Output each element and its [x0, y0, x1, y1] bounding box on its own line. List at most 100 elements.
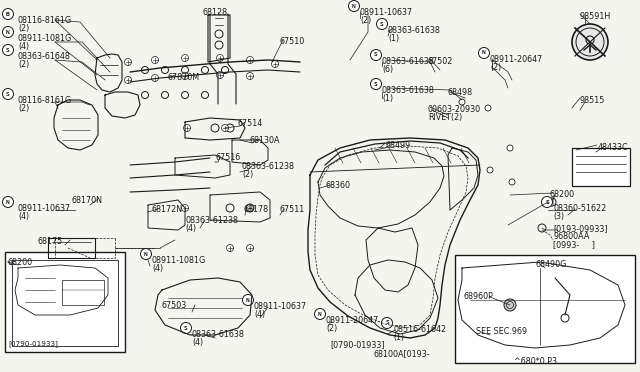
Circle shape — [184, 125, 191, 131]
Text: (2): (2) — [326, 324, 337, 333]
Text: 08911-10637: 08911-10637 — [254, 302, 307, 311]
Text: S: S — [380, 22, 384, 26]
Circle shape — [152, 57, 159, 64]
Text: N: N — [144, 251, 148, 257]
Text: N: N — [352, 3, 356, 9]
Circle shape — [509, 179, 515, 185]
Text: N: N — [482, 51, 486, 55]
Text: (2): (2) — [242, 170, 253, 179]
Bar — [5, 252, 125, 352]
Text: (4): (4) — [152, 264, 163, 273]
Text: 08116-8161G: 08116-8161G — [18, 16, 72, 25]
Bar — [455, 255, 635, 363]
Circle shape — [541, 196, 552, 208]
Circle shape — [314, 308, 326, 320]
Text: [0193-09933]: [0193-09933] — [553, 224, 607, 233]
Text: 08363-61638: 08363-61638 — [382, 57, 435, 66]
Text: (4): (4) — [18, 42, 29, 51]
Text: 08363-61638: 08363-61638 — [192, 330, 245, 339]
Text: S: S — [184, 326, 188, 330]
Circle shape — [182, 205, 189, 212]
Text: S: S — [545, 199, 549, 205]
Circle shape — [221, 125, 228, 131]
Circle shape — [371, 49, 381, 61]
Text: (6): (6) — [382, 65, 393, 74]
Circle shape — [459, 99, 465, 105]
Text: 08363-61238: 08363-61238 — [185, 216, 238, 225]
Text: 08363-61648: 08363-61648 — [18, 52, 71, 61]
Circle shape — [3, 9, 13, 19]
Text: 68130A: 68130A — [250, 136, 280, 145]
Circle shape — [271, 61, 278, 67]
Text: 08116-8161G: 08116-8161G — [18, 96, 72, 105]
Text: N: N — [246, 298, 250, 302]
Text: 00603-20930: 00603-20930 — [428, 105, 481, 114]
Text: 68200: 68200 — [550, 190, 575, 199]
Text: 08911-1081G: 08911-1081G — [18, 34, 72, 43]
Circle shape — [216, 55, 223, 61]
Circle shape — [141, 248, 152, 260]
Text: (2): (2) — [18, 24, 29, 33]
Circle shape — [485, 105, 491, 111]
Text: 67516: 67516 — [215, 153, 240, 162]
Circle shape — [182, 55, 189, 61]
Circle shape — [180, 323, 191, 334]
Circle shape — [3, 196, 13, 208]
Bar — [572, 148, 630, 186]
Circle shape — [246, 57, 253, 64]
Text: 08911-20647: 08911-20647 — [326, 316, 380, 325]
Text: 68100A[0193-: 68100A[0193- — [374, 349, 431, 358]
Text: 08911-10637: 08911-10637 — [18, 204, 71, 213]
Text: 68960P: 68960P — [464, 292, 494, 301]
Circle shape — [243, 295, 253, 305]
Text: (2): (2) — [18, 60, 29, 69]
Text: ^680*0 P3: ^680*0 P3 — [514, 357, 557, 366]
Text: 08363-61638: 08363-61638 — [388, 26, 441, 35]
Text: 67511: 67511 — [280, 205, 305, 214]
Text: (1): (1) — [382, 94, 393, 103]
Circle shape — [381, 317, 392, 328]
Text: S: S — [6, 92, 10, 96]
Text: S: S — [374, 52, 378, 58]
Text: (4): (4) — [185, 224, 196, 233]
Circle shape — [227, 244, 234, 251]
Text: 98591H: 98591H — [580, 12, 611, 21]
Text: 68498: 68498 — [447, 88, 472, 97]
Circle shape — [3, 89, 13, 99]
Text: (3): (3) — [553, 212, 564, 221]
Text: 08516-61642: 08516-61642 — [393, 325, 446, 334]
Circle shape — [371, 78, 381, 90]
Text: 67510: 67510 — [280, 37, 305, 46]
Text: 96800AA: 96800AA — [553, 232, 589, 241]
Text: (1): (1) — [393, 333, 404, 342]
Text: (4): (4) — [18, 212, 29, 221]
Text: 08360-51622: 08360-51622 — [553, 204, 606, 213]
Text: (4): (4) — [192, 338, 203, 347]
Text: (4): (4) — [254, 310, 265, 319]
Text: 68499: 68499 — [385, 141, 410, 150]
Text: [0790-01933]: [0790-01933] — [8, 340, 58, 347]
Text: SEE SEC.969: SEE SEC.969 — [476, 327, 527, 336]
Text: B: B — [6, 12, 10, 16]
Text: 68178: 68178 — [243, 205, 268, 214]
Circle shape — [246, 205, 253, 212]
Text: 08911-10637: 08911-10637 — [360, 8, 413, 17]
Circle shape — [507, 145, 513, 151]
Text: [0790-01933]: [0790-01933] — [330, 340, 385, 349]
Circle shape — [504, 299, 516, 311]
Text: 67503: 67503 — [162, 301, 188, 310]
Text: (2): (2) — [18, 104, 29, 113]
Text: 08911-1081G: 08911-1081G — [152, 256, 206, 265]
Circle shape — [3, 45, 13, 55]
Text: [0993-     ]: [0993- ] — [553, 240, 595, 249]
Text: S: S — [6, 48, 10, 52]
Text: S: S — [385, 321, 389, 326]
Circle shape — [376, 19, 387, 29]
Circle shape — [182, 73, 189, 80]
Circle shape — [349, 0, 360, 12]
Text: 67502: 67502 — [428, 57, 453, 66]
Circle shape — [479, 48, 490, 58]
Text: 67514: 67514 — [237, 119, 262, 128]
Text: 67870M: 67870M — [167, 73, 199, 82]
Circle shape — [246, 73, 253, 80]
